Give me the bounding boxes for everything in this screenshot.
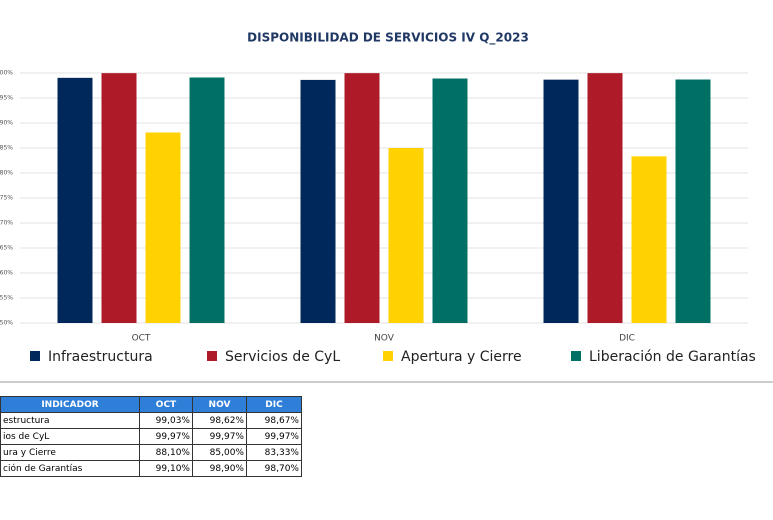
y-tick-label: 60%: [0, 270, 13, 277]
table-row: ura y Cierre 88,10% 85,00% 83,33%: [0, 444, 302, 461]
bar: [675, 79, 711, 323]
bar: [587, 73, 623, 324]
table-row: estructura 99,03% 98,62% 98,67%: [0, 412, 302, 429]
y-tick-label: 75%: [0, 195, 13, 202]
x-tick-label: DIC: [619, 334, 635, 344]
legend-label: Liberación de Garantías: [589, 349, 756, 365]
table-body: estructura 99,03% 98,62% 98,67% ios de CyL 99…: [0, 412, 302, 477]
y-tick-label: 65%: [0, 245, 13, 252]
y-tick-label: 70%: [0, 220, 13, 227]
y-tick-label: 85%: [0, 145, 13, 152]
header-cell: DIC: [246, 396, 302, 413]
table-cell: ción de Garantías: [0, 460, 140, 477]
table-cell: 99,97%: [246, 428, 302, 445]
table-cell: 83,33%: [246, 444, 302, 461]
table-cell: 98,90%: [192, 460, 247, 477]
bar: [543, 79, 579, 324]
y-tick-label: 80%: [0, 170, 13, 177]
legend-swatch: [207, 351, 217, 361]
y-tick-label: 55%: [0, 295, 13, 302]
header-cell: INDICADOR: [0, 396, 140, 413]
legend-label: Apertura y Cierre: [401, 349, 522, 365]
table-row: ción de Garantías 99,10% 98,90% 98,70%: [0, 460, 302, 477]
header-row: INDICADOR OCT NOV DIC: [0, 396, 302, 413]
legend-label: Servicios de CyL: [225, 349, 340, 365]
bar: [344, 73, 380, 324]
y-tick-label: 100%: [0, 70, 13, 77]
y-tick-label: 95%: [0, 95, 13, 102]
table-cell: ura y Cierre: [0, 444, 140, 461]
table-cell: 99,97%: [139, 428, 193, 445]
table-cell: ios de CyL: [0, 428, 140, 445]
y-tick-label: 50%: [0, 320, 13, 327]
table-cell: 99,10%: [139, 460, 193, 477]
bar: [388, 148, 424, 323]
bar: [101, 73, 137, 324]
legend-swatch: [383, 351, 393, 361]
bar: [57, 77, 93, 323]
bar: [432, 78, 468, 323]
bar: [300, 79, 336, 324]
table-cell: 98,67%: [246, 412, 302, 429]
chart: DISPONIBILIDAD DE SERVICIOS IV Q_2023 50…: [0, 31, 773, 383]
table-cell: 88,10%: [139, 444, 193, 461]
bar: [189, 77, 225, 323]
table-cell: 98,70%: [246, 460, 302, 477]
table-cell: 99,97%: [192, 428, 247, 445]
x-tick-label: OCT: [132, 334, 151, 344]
legend-swatch: [571, 351, 581, 361]
table: INDICADOR OCT NOV DIC estructura 99,03% 98,62%…: [0, 396, 302, 477]
table-cell: 98,62%: [192, 412, 247, 429]
chart-title: DISPONIBILIDAD DE SERVICIOS IV Q_2023: [247, 31, 529, 46]
table-cell: 99,03%: [139, 412, 193, 429]
header-cell: OCT: [139, 396, 193, 413]
legend-label: Infraestructura: [48, 349, 153, 365]
bar: [631, 156, 667, 323]
y-tick-label: 90%: [0, 120, 13, 127]
legend-swatch: [30, 351, 40, 361]
table-row: ios de CyL 99,97% 99,97% 99,97%: [0, 428, 302, 445]
header-cell: NOV: [192, 396, 247, 413]
table-cell: estructura: [0, 412, 140, 429]
x-tick-label: NOV: [374, 334, 395, 344]
table-cell: 85,00%: [192, 444, 247, 461]
bar: [145, 132, 181, 323]
